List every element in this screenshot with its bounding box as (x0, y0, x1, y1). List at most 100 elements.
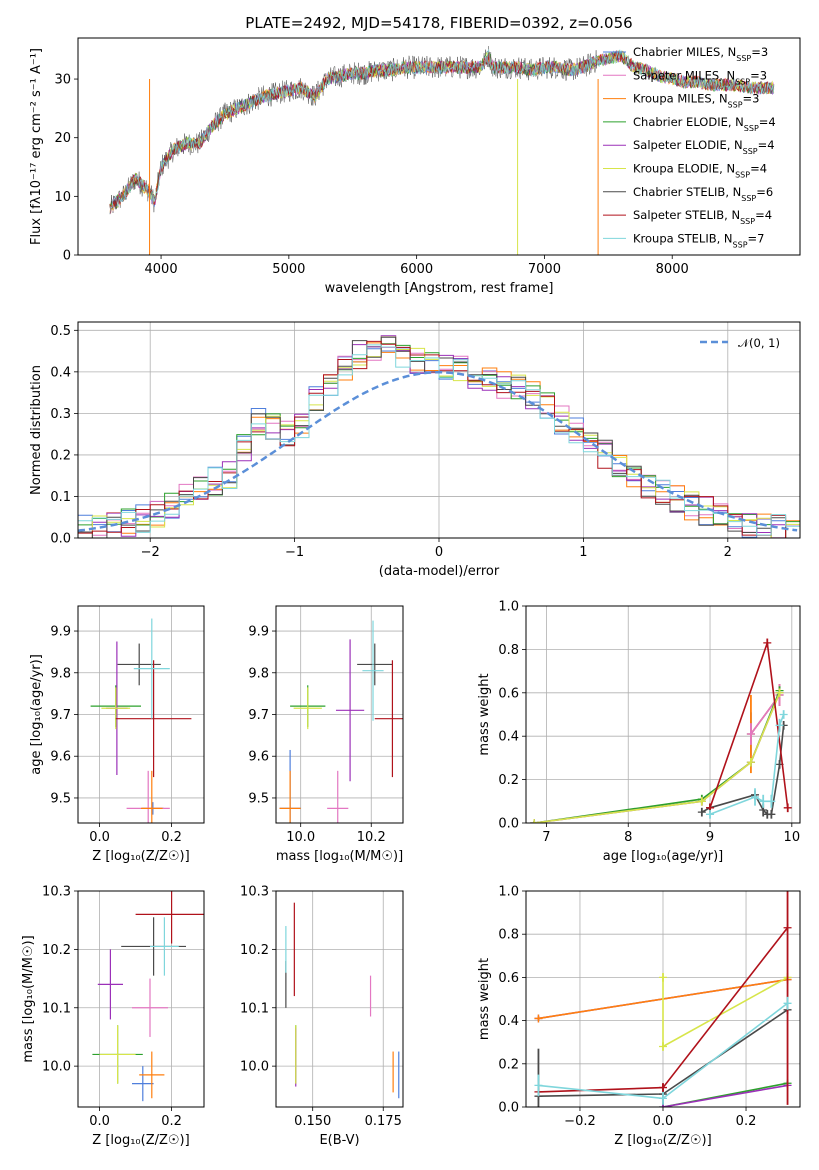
mass-weight-marker (783, 923, 792, 932)
y-tick-label: 20 (54, 131, 71, 146)
mass-weight-marker (775, 688, 784, 697)
y-tick-label: 9.6 (50, 750, 71, 765)
x-tick-label: 4000 (145, 262, 178, 277)
axes-frame (275, 605, 404, 824)
x-axis-label: Z [log₁₀(Z/Z☉)] (92, 1133, 189, 1148)
y-tick-label: 10.1 (42, 1001, 71, 1016)
x-tick-label: 8 (624, 830, 632, 845)
panel-mass_weight_vs_Z: −0.2 0.0 0.2 0.0 0.2 0.4 0.6 0.8 1.0 Z [log₁₀(Z/Z… (477, 885, 801, 1148)
mass-weight-marker (659, 973, 667, 982)
x-axis-label: wavelength [Angstrom, rest frame] (325, 281, 554, 296)
mass-weight-marker (746, 730, 755, 739)
y-tick-label: 0.4 (498, 1014, 519, 1029)
x-tick-label: 0.2 (736, 1114, 757, 1129)
mass-weight-marker (759, 797, 768, 806)
x-tick-label: 0.0 (653, 1114, 674, 1129)
residual-histogram-step (78, 340, 800, 538)
panel-mass_vs_Z: 0.0 0.2 10.0 10.1 10.2 10.3 Z [log₁₀(Z/Z☉)] mas… (21, 885, 205, 1148)
panel-age_vs_Z: 0.0 0.2 9.5 9.6 9.7 9.8 9.9 Z [log₁₀(Z/Z☉)] age … (29, 605, 205, 864)
y-tick-label: 0.2 (498, 1057, 519, 1072)
mass-weight-marker (534, 1081, 543, 1090)
mass-weight-marker (659, 1042, 667, 1051)
mass-weight-marker (659, 1083, 667, 1092)
y-tick-label: 10.1 (240, 1001, 269, 1016)
y-axis-label: age [log₁₀(age/yr)] (29, 654, 44, 775)
panel-residual_histogram: −2 −1 0 1 2 0.0 0.1 0.2 0.3 0.4 0.5 (data-model)/er… (29, 321, 801, 579)
axes-frame (275, 890, 404, 1108)
legend-label: Kroupa ELODIE, NSSP=4 (633, 162, 767, 180)
y-tick-label: 0.4 (498, 730, 519, 745)
plot-area (90, 618, 192, 823)
normal-distribution-curve (78, 371, 798, 532)
mass-weight-line (662, 976, 788, 1048)
x-axis-label: Z [log₁₀(Z/Z☉)] (614, 1133, 711, 1148)
y-tick-label: 10.0 (42, 1060, 71, 1075)
plot-area (534, 891, 792, 1107)
legend-label: Kroupa STELIB, NSSP=7 (633, 231, 764, 249)
mass-weight-marker (746, 758, 755, 767)
plot-area (92, 891, 204, 1102)
x-tick-label: −1 (285, 545, 304, 560)
mass-weight-marker (697, 797, 706, 806)
y-tick-label: 0.0 (498, 817, 519, 832)
x-tick-label: 7000 (528, 262, 561, 277)
plot-area (285, 902, 400, 1099)
y-tick-label: 10.0 (240, 1060, 269, 1075)
x-tick-label: 8000 (656, 262, 689, 277)
mass-weight-marker (534, 1014, 543, 1023)
y-tick-label: 0.2 (50, 448, 71, 463)
y-tick-label: 10.3 (240, 885, 269, 900)
x-tick-label: 0.0 (89, 830, 110, 845)
axes-frame (77, 890, 205, 1108)
y-tick-label: 9.9 (50, 625, 71, 640)
y-tick-label: 9.8 (50, 666, 71, 681)
x-tick-label: 6000 (400, 262, 433, 277)
x-axis-label: E(B-V) (319, 1133, 359, 1148)
model-spectrum-line (109, 48, 775, 215)
y-tick-label: 9.8 (248, 666, 269, 681)
x-tick-label: 5000 (272, 262, 305, 277)
legend-label: Kroupa MILES, NSSP=3 (633, 92, 759, 110)
spectrum-legend: Chabrier MILES, NSSP=3 Salpeter MILES, NS… (603, 45, 776, 249)
y-tick-label: 10.2 (42, 943, 71, 958)
x-tick-label: 0.0 (89, 1114, 110, 1129)
y-axis-label: mass [log₁₀(M/M☉)] (21, 935, 36, 1062)
x-tick-label: 0.2 (161, 1114, 182, 1129)
chart-title: PLATE=2492, MJD=54178, FIBERID=0392, z=0… (245, 14, 632, 32)
axes-frame (77, 321, 801, 539)
mass-weight-marker (530, 819, 539, 823)
y-tick-label: 0.4 (50, 365, 71, 380)
y-tick-label: 9.7 (50, 708, 71, 723)
x-tick-label: 9 (706, 830, 714, 845)
plot-area (279, 620, 403, 823)
x-axis-label: (data-model)/error (379, 564, 500, 579)
y-tick-label: 0.3 (50, 407, 71, 422)
x-axis-label: mass [log₁₀(M/M☉)] (276, 849, 403, 864)
panel-mass_weight_vs_age: 7 8 9 10 0.0 0.2 0.4 0.6 0.8 1.0 age [log₁₀(age/yr… (477, 600, 801, 864)
y-tick-label: 0.0 (50, 532, 71, 547)
x-tick-label: 10 (784, 830, 801, 845)
mass-weight-line (662, 1084, 788, 1107)
axes-frame (525, 605, 801, 824)
y-tick-label: 0.8 (498, 928, 519, 943)
y-tick-label: 30 (54, 73, 71, 88)
x-axis-label: age [log₁₀(age/yr)] (603, 849, 724, 864)
y-tick-label: 0.8 (498, 643, 519, 658)
mass-weight-marker (783, 803, 792, 812)
panel-age_vs_mass: 10.0 10.2 9.5 9.6 9.7 9.8 9.9 mass [log₁₀(M/M☉)… (248, 605, 404, 864)
mass-weight-marker (697, 808, 706, 817)
y-tick-label: 0.6 (498, 686, 519, 701)
legend-label: Salpeter MILES, NSSP=3 (633, 68, 767, 86)
mass-weight-marker (775, 721, 784, 730)
histogram-legend: 𝒩(0, 1) (700, 336, 780, 350)
y-tick-label: 0.6 (498, 971, 519, 986)
mass-weight-line (534, 692, 781, 823)
x-tick-label: 0.150 (294, 1114, 331, 1129)
y-axis-label: Normed distribution (29, 365, 44, 495)
axes-frame (525, 890, 801, 1108)
mass-weight-line (701, 725, 785, 816)
plot-area (78, 335, 800, 538)
x-axis-label: Z [log₁₀(Z/Z☉)] (92, 849, 189, 864)
y-tick-label: 10.3 (42, 885, 71, 900)
